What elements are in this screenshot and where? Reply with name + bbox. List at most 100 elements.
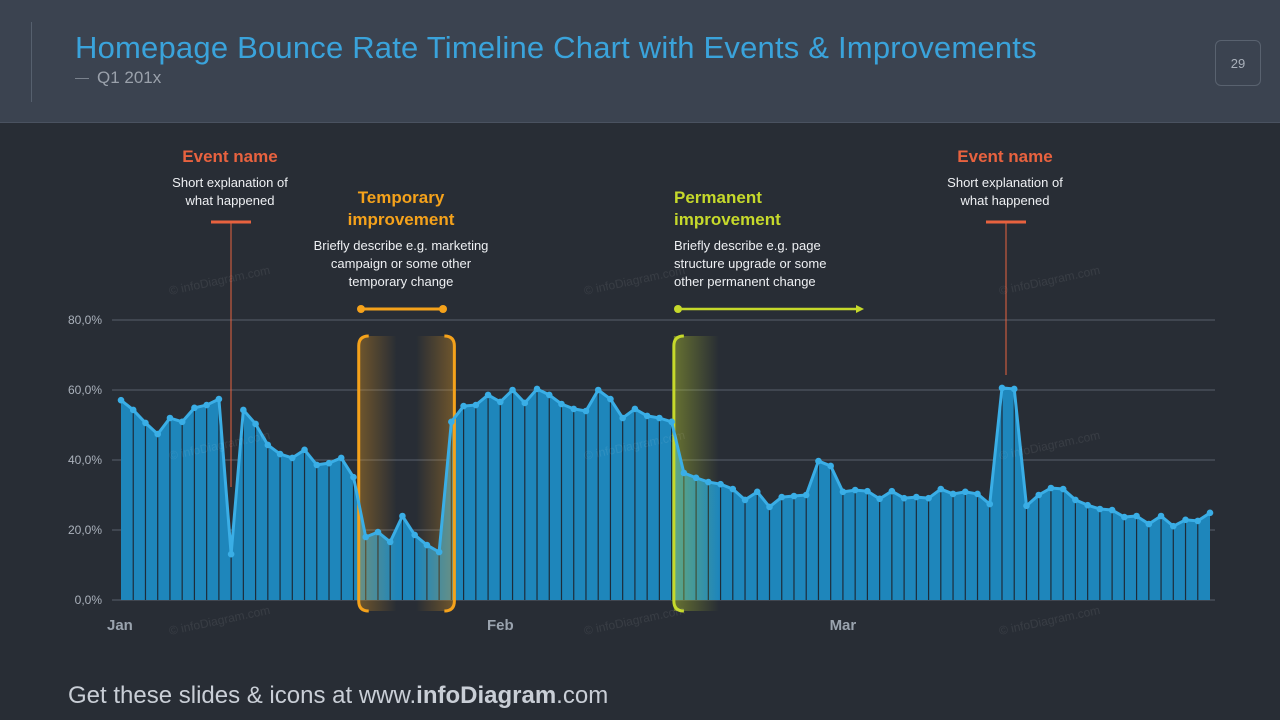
data-point xyxy=(362,533,370,541)
data-point xyxy=(484,391,492,399)
data-point xyxy=(741,496,749,504)
data-point xyxy=(460,402,467,410)
data-point xyxy=(668,418,675,426)
data-point xyxy=(240,406,247,414)
data-point xyxy=(643,412,651,420)
data-point xyxy=(974,490,981,498)
permanent-arrow-head xyxy=(856,305,864,313)
data-point xyxy=(692,474,700,482)
data-point xyxy=(545,391,553,399)
data-point xyxy=(227,550,235,558)
data-point xyxy=(191,404,198,412)
data-point xyxy=(1023,502,1030,510)
data-point xyxy=(1182,516,1189,524)
data-point xyxy=(961,488,969,496)
permanent-annotation: Permanent improvement Briefly describe e.… xyxy=(674,187,874,291)
data-point xyxy=(937,485,945,493)
data-point xyxy=(264,441,272,449)
event-left-title: Event name xyxy=(182,147,278,166)
data-point xyxy=(166,414,174,422)
data-point xyxy=(1157,512,1165,520)
data-point xyxy=(1035,491,1042,499)
data-point xyxy=(1108,506,1116,514)
data-point xyxy=(631,405,639,413)
data-point xyxy=(558,400,565,408)
data-point xyxy=(851,486,859,494)
data-point xyxy=(888,487,896,495)
data-point xyxy=(276,450,284,458)
data-point xyxy=(1169,522,1177,530)
temporary-bracket-right xyxy=(444,334,456,613)
data-point xyxy=(386,538,394,546)
y-tick-label: 20,0% xyxy=(68,523,102,537)
x-tick-label: Feb xyxy=(487,617,514,634)
data-point xyxy=(117,396,125,404)
data-point xyxy=(1059,485,1067,493)
page-number: 29 xyxy=(1215,40,1261,86)
data-point xyxy=(178,418,186,426)
data-point xyxy=(142,419,149,427)
permanent-start-dot xyxy=(674,305,682,313)
data-point xyxy=(998,384,1006,392)
permanent-bracket xyxy=(672,334,684,613)
watermark: © infoDiagram.com xyxy=(998,263,1102,298)
data-point xyxy=(986,500,994,508)
data-point xyxy=(900,494,908,502)
event-left-text: Short explanation of what happened xyxy=(172,175,288,208)
data-point xyxy=(949,490,957,498)
data-point xyxy=(203,401,210,409)
data-point xyxy=(521,399,529,407)
x-tick-label: Mar xyxy=(830,617,857,634)
permanent-title: Permanent improvement xyxy=(674,188,781,229)
watermark: © infoDiagram.com xyxy=(168,263,272,298)
data-point xyxy=(1206,509,1214,517)
data-point xyxy=(802,491,810,499)
data-point xyxy=(1194,517,1202,525)
data-point xyxy=(1047,484,1055,492)
subtitle-dash xyxy=(75,78,89,80)
data-point xyxy=(1010,385,1018,393)
data-point xyxy=(864,487,871,495)
page-subtitle: Q1 201x xyxy=(75,68,161,88)
data-point xyxy=(289,454,296,462)
data-point xyxy=(509,386,516,394)
data-point xyxy=(215,395,223,403)
event-right-text: Short explanation of what happened xyxy=(947,175,1063,208)
data-point xyxy=(876,495,883,503)
data-point xyxy=(680,469,688,477)
y-tick-label: 0,0% xyxy=(75,593,103,607)
data-point xyxy=(399,512,406,520)
watermark: © infoDiagram.com xyxy=(583,263,687,298)
watermark: © infoDiagram.com xyxy=(583,603,687,638)
data-point xyxy=(448,418,455,426)
data-point xyxy=(1084,501,1091,509)
data-point xyxy=(129,406,137,414)
data-point xyxy=(705,478,712,486)
data-point xyxy=(729,485,737,493)
data-point xyxy=(619,414,626,422)
y-tick-label: 80,0% xyxy=(68,313,102,327)
data-point xyxy=(313,461,321,469)
temporary-text: Briefly describe e.g. marketing campaign … xyxy=(313,238,489,289)
x-tick-label: Jan xyxy=(107,617,133,634)
data-point xyxy=(1145,520,1153,528)
data-point xyxy=(925,494,932,502)
data-point xyxy=(607,395,614,403)
data-point xyxy=(411,531,418,539)
data-point xyxy=(594,386,602,394)
temporary-bracket-left xyxy=(357,334,369,613)
data-point xyxy=(374,528,382,536)
temporary-title: Temporary improvement xyxy=(347,188,455,229)
data-point xyxy=(839,488,847,496)
data-point xyxy=(423,541,431,549)
data-point xyxy=(252,420,259,428)
data-point xyxy=(1133,512,1140,520)
header-divider xyxy=(31,22,32,102)
permanent-text: Briefly describe e.g. page structure upgr… xyxy=(674,238,827,289)
event-left-annotation: Event name Short explanation of what happ… xyxy=(150,146,310,210)
subtitle-text: Q1 201x xyxy=(97,68,162,87)
data-point xyxy=(753,488,761,496)
event-right-annotation: Event name Short explanation of what happ… xyxy=(925,146,1085,210)
data-point xyxy=(301,446,308,454)
